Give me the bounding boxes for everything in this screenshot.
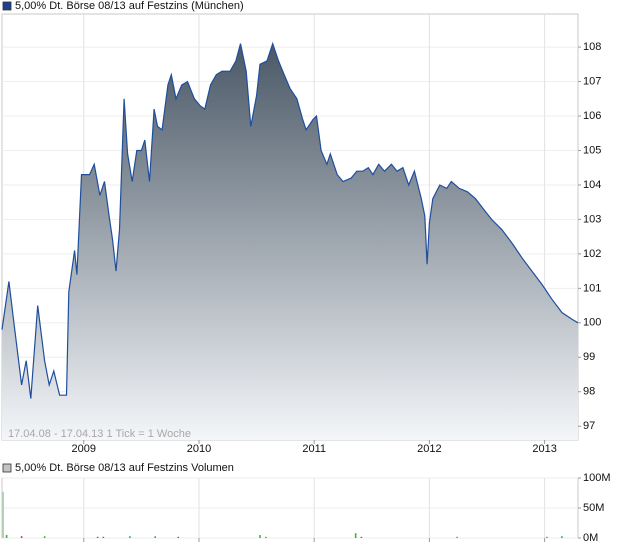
y-tick-label: 102 [583,248,601,260]
y-tick-label: 0M [583,532,598,544]
y-tick-label: 105 [583,144,601,156]
bar [360,536,363,538]
bar [154,536,157,538]
y-tick-label: 97 [583,420,595,432]
bar [96,536,99,538]
bar [546,536,548,538]
bar [456,536,458,538]
bar [2,491,4,538]
y-tick-label: 107 [583,75,601,87]
legend-swatch [2,463,12,473]
y-tick-label: 98 [583,386,595,398]
bar [265,536,267,538]
area [2,43,578,440]
bar [561,536,563,538]
bar [20,536,23,538]
bar [5,535,8,538]
y-tick-label: 103 [583,213,601,225]
annotation: 17.04.08 - 17.04.13 1 Tick = 1 Woche [8,428,191,440]
x-tick-label: 2013 [532,443,556,455]
x-tick-label: 2010 [187,443,211,455]
legend-swatch [2,1,12,11]
bar [43,536,46,538]
bar [102,536,105,538]
legend-label: 5,00% Dt. Börse 08/13 auf Festzins Volum… [15,462,234,474]
bar [354,533,357,538]
y-tick-label: 101 [583,282,601,294]
line [1,41,579,399]
x-tick-label: 2012 [417,443,441,455]
y-tick-label: 100 [583,317,601,329]
legend-label: 5,00% Dt. Börse 08/13 auf Festzins (Münc… [15,0,244,12]
y-tick-label: 99 [583,351,595,363]
y-tick-label: 106 [583,110,601,122]
bar [129,536,131,538]
x-tick-label: 2011 [302,443,326,455]
bar [259,535,261,538]
y-tick-label: 108 [583,41,601,53]
y-tick-label: 104 [583,179,601,191]
bar [177,536,180,538]
y-tick-label: 50M [583,502,604,514]
x-tick-label: 2009 [72,443,96,455]
y-tick-label: 100M [583,472,611,484]
